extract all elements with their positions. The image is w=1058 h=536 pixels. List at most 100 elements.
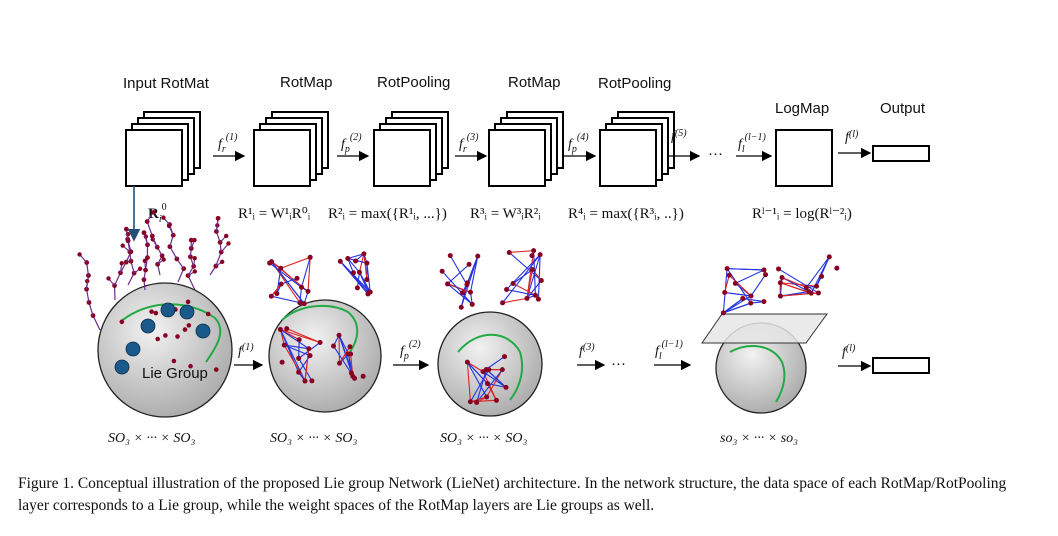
- joint-node: [215, 215, 221, 221]
- eq-rotmap-2: R³ᵢ = W³ᵢR²ᵢ: [470, 206, 541, 222]
- joint-node: [336, 332, 342, 338]
- graph-edge: [280, 329, 310, 350]
- layer-title-logmap: LogMap: [775, 100, 829, 117]
- svg-text:fr(3): fr(3): [459, 132, 479, 155]
- joint-node: [726, 272, 732, 278]
- skeleton-graph-2: [267, 251, 373, 384]
- graph-edge: [509, 250, 534, 254]
- joint-node: [299, 284, 305, 290]
- joint-node: [813, 283, 819, 289]
- joint-node: [819, 273, 825, 279]
- logmap-square: [775, 129, 833, 187]
- joint-node: [467, 399, 473, 405]
- joint-node: [161, 257, 166, 262]
- joint-node: [301, 301, 307, 307]
- joint-node: [779, 275, 785, 281]
- joint-node: [336, 360, 342, 366]
- joint-node: [188, 363, 193, 369]
- joint-node: [531, 248, 537, 254]
- svg-text:fp(2): fp(2): [341, 132, 362, 155]
- skeleton-graph-4: [720, 254, 840, 316]
- joint-node: [467, 289, 473, 295]
- joint-node: [170, 232, 176, 238]
- joint-node: [125, 236, 131, 242]
- joint-node: [347, 344, 353, 350]
- joint-node: [120, 243, 125, 248]
- joint-node: [306, 346, 312, 352]
- graph-edge: [537, 254, 541, 300]
- layer-stacks: [125, 111, 675, 187]
- joint-node: [761, 299, 767, 305]
- skeleton-graph-1: [77, 210, 231, 372]
- layer-title-rotpooling-1: RotPooling: [377, 74, 450, 91]
- joint-node: [503, 384, 509, 390]
- joint-node: [484, 394, 490, 400]
- figure-caption: Figure 1. Conceptual illustration of the…: [18, 475, 1007, 514]
- bottom-arrow-l: f(l): [838, 343, 872, 372]
- joint-node: [205, 311, 211, 317]
- joint-node: [352, 375, 358, 381]
- group-element-dot: [140, 318, 156, 334]
- graph-edge: [508, 252, 542, 281]
- joint-node: [815, 290, 821, 296]
- joint-node: [364, 260, 370, 266]
- eq-rotpool-1: R²ᵢ = max({R¹ᵢ, ...}): [328, 206, 447, 222]
- joint-node: [149, 233, 155, 239]
- top-arrow-3: fr(3): [455, 132, 488, 162]
- joint-node: [524, 295, 530, 301]
- joint-node: [777, 293, 783, 299]
- graph-edge: [724, 291, 752, 297]
- joint-node: [803, 285, 809, 291]
- joint-node: [167, 244, 173, 250]
- joint-node: [345, 256, 351, 262]
- joint-node: [777, 280, 783, 286]
- joint-node: [213, 367, 219, 372]
- joint-node: [268, 293, 274, 299]
- space-label-4: so₃ × ··· × so₃: [720, 431, 798, 446]
- group-element-dot: [160, 302, 176, 318]
- graph-edge: [750, 274, 766, 297]
- graph-edge: [307, 257, 311, 292]
- joint-node: [269, 259, 275, 265]
- graph-edge: [735, 269, 765, 284]
- bone-edge: [177, 268, 185, 283]
- joint-node: [348, 370, 354, 376]
- joint-node: [182, 327, 188, 332]
- joint-node: [464, 280, 470, 286]
- joint-node: [720, 310, 726, 316]
- joint-node: [464, 359, 470, 365]
- joint-node: [348, 351, 354, 357]
- top-arrow-1: fr(1): [213, 132, 246, 162]
- bone-edge: [215, 251, 222, 267]
- layer-square: [488, 129, 546, 187]
- svg-text:fr(1): fr(1): [218, 132, 238, 155]
- lie-group-sphere-2: [268, 299, 382, 413]
- joint-node: [732, 280, 738, 286]
- joint-node: [360, 373, 366, 379]
- graph-edge: [298, 358, 313, 382]
- bone-edge: [92, 315, 101, 331]
- graph-edge: [348, 353, 352, 374]
- skeleton-graph-3: [439, 248, 544, 405]
- green-curve-4: [729, 345, 786, 403]
- bottom-arrow-3: f(3): [577, 342, 606, 371]
- tangent-plane: [701, 313, 828, 344]
- joint-node: [480, 369, 486, 375]
- joint-node: [761, 267, 767, 273]
- graph-edge: [469, 255, 479, 293]
- graph-edge: [441, 270, 473, 305]
- layer-square: [373, 129, 431, 187]
- graph-edge: [533, 250, 536, 296]
- graph-edge: [486, 369, 507, 388]
- svg-text:f(l): f(l): [845, 129, 859, 145]
- green-curve-3: [457, 333, 524, 401]
- joint-node: [278, 265, 284, 271]
- joint-node: [469, 301, 475, 307]
- joint-node: [724, 266, 730, 272]
- joint-node: [776, 266, 782, 272]
- bottom-ellipsis: ···: [611, 357, 626, 373]
- svg-text:fl(l−1): fl(l−1): [738, 132, 767, 155]
- joint-node: [354, 285, 360, 291]
- graph-edge: [447, 283, 471, 293]
- joint-node: [77, 252, 82, 257]
